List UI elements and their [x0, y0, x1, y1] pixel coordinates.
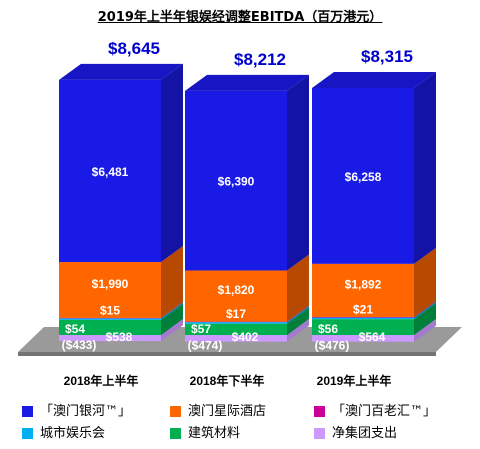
data-label: $15: [100, 303, 120, 317]
data-label: $6,390: [218, 175, 255, 189]
legend-swatch: [314, 406, 325, 417]
data-label: $1,820: [218, 283, 255, 297]
data-label: $21: [353, 303, 373, 317]
bar-segment: [185, 90, 287, 271]
bar-segment: [59, 79, 161, 263]
bar-segment-net-corporate-costs: [59, 335, 161, 342]
chart-title: 2019年上半年银娱经调整EBITDA（百万港元）: [97, 10, 383, 25]
legend-swatch: [22, 406, 33, 417]
bar-segment: [59, 319, 161, 335]
legend-label: 城市娱乐会: [40, 426, 106, 441]
bar-side: [161, 302, 183, 320]
bar-top-face: [185, 74, 309, 91]
data-label: $1,990: [92, 277, 129, 291]
legend-label: 澳门星际酒店: [188, 404, 267, 419]
bar-segment: [312, 317, 414, 320]
legend-swatch: [22, 428, 33, 439]
bar-side-net-corporate-costs: [287, 319, 309, 342]
bar-segment-net-corporate-costs: [185, 335, 287, 342]
total-label: $8,315: [361, 47, 413, 66]
legend-swatch: [170, 406, 181, 417]
legend-swatch: [170, 428, 181, 439]
bar-side-net-corporate-costs: [161, 319, 183, 342]
bar-side: [414, 300, 436, 318]
bar-side: [287, 307, 309, 335]
data-label-net-corporate-costs: ($433): [62, 338, 97, 352]
data-label: $1,892: [345, 277, 382, 291]
total-label: $8,212: [234, 50, 286, 69]
data-label: $564: [359, 330, 386, 344]
chart-legend: 「澳门银河™」 澳门星际酒店 「澳门百老汇™」 城市娱乐会 建筑材料 净集团支出: [22, 402, 472, 446]
legend-label: 净集团支出: [332, 426, 398, 441]
bar-segment: [312, 263, 414, 317]
bar-segment: [59, 262, 161, 318]
bar-side: [161, 303, 183, 335]
data-label: $6,258: [345, 170, 382, 184]
data-label: $17: [226, 307, 246, 321]
data-label: $402: [232, 330, 259, 344]
bar-segment: [185, 270, 287, 322]
data-label-net-corporate-costs: ($476): [315, 339, 350, 353]
bar-top-face: [312, 71, 436, 88]
bar-segment: [185, 323, 287, 335]
bar-side: [414, 71, 436, 264]
bar-side: [414, 301, 436, 320]
legend-label: 建筑材料: [188, 426, 241, 441]
bar-side: [161, 301, 183, 319]
legend-label: 「澳门百老汇™」: [332, 404, 437, 419]
bar-side: [161, 63, 183, 263]
data-label: $6,481: [92, 165, 129, 179]
bar-segment-net-corporate-costs: [312, 335, 414, 342]
bar-side: [287, 306, 309, 324]
bar-segment: [59, 318, 161, 320]
bar-side: [287, 305, 309, 323]
bar-side: [414, 247, 436, 317]
data-label: $56: [318, 322, 338, 336]
bar-side: [287, 74, 309, 271]
bar-segment: [312, 316, 414, 318]
category-label: 2019年上半年: [317, 373, 392, 388]
bar-side-net-corporate-costs: [414, 319, 436, 342]
bar-side: [414, 303, 436, 335]
category-label: 2018年上半年: [64, 373, 139, 388]
legend-swatch: [314, 428, 325, 439]
data-label: $57: [191, 322, 211, 336]
bar-segment: [312, 319, 414, 335]
category-label: 2018年下半年: [190, 373, 265, 388]
data-label: $54: [65, 322, 85, 336]
legend-label: 「澳门银河™」: [40, 404, 132, 419]
bar-side: [287, 254, 309, 322]
bar-segment: [185, 322, 287, 324]
data-label-net-corporate-costs: ($474): [188, 339, 223, 353]
total-label: $8,645: [108, 39, 160, 58]
bar-top-face: [59, 63, 183, 80]
chart-floor-edge: [18, 352, 436, 356]
data-label: $538: [106, 330, 133, 344]
bar-segment: [312, 87, 414, 264]
bar-side: [161, 246, 183, 318]
